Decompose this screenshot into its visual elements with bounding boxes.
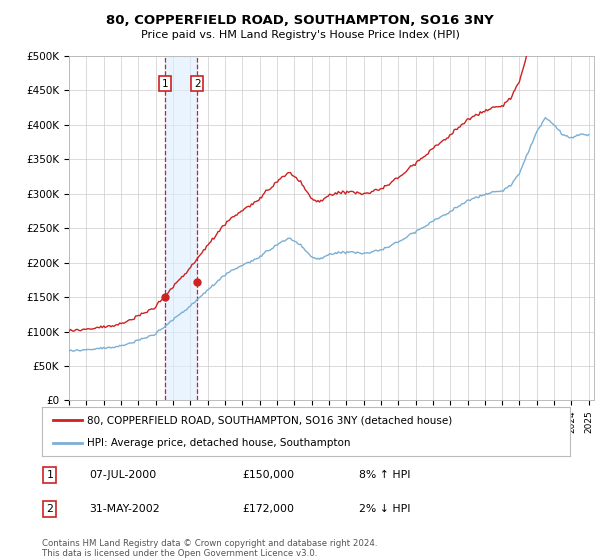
- Text: HPI: Average price, detached house, Southampton: HPI: Average price, detached house, Sout…: [87, 438, 350, 448]
- Text: 31-MAY-2002: 31-MAY-2002: [89, 505, 160, 515]
- Text: £150,000: £150,000: [242, 470, 295, 480]
- Text: 1: 1: [161, 78, 168, 88]
- Text: £172,000: £172,000: [242, 505, 295, 515]
- Bar: [164, 56, 197, 400]
- Text: Price paid vs. HM Land Registry's House Price Index (HPI): Price paid vs. HM Land Registry's House …: [140, 30, 460, 40]
- Text: 80, COPPERFIELD ROAD, SOUTHAMPTON, SO16 3NY: 80, COPPERFIELD ROAD, SOUTHAMPTON, SO16 …: [106, 14, 494, 27]
- Text: 80, COPPERFIELD ROAD, SOUTHAMPTON, SO16 3NY (detached house): 80, COPPERFIELD ROAD, SOUTHAMPTON, SO16 …: [87, 416, 452, 426]
- Text: 1: 1: [46, 470, 53, 480]
- Text: 2% ↓ HPI: 2% ↓ HPI: [359, 505, 410, 515]
- Text: 07-JUL-2000: 07-JUL-2000: [89, 470, 157, 480]
- Text: 2: 2: [46, 505, 53, 515]
- Text: Contains HM Land Registry data © Crown copyright and database right 2024.
This d: Contains HM Land Registry data © Crown c…: [42, 539, 377, 558]
- Text: 2: 2: [194, 78, 201, 88]
- Text: 8% ↑ HPI: 8% ↑ HPI: [359, 470, 410, 480]
